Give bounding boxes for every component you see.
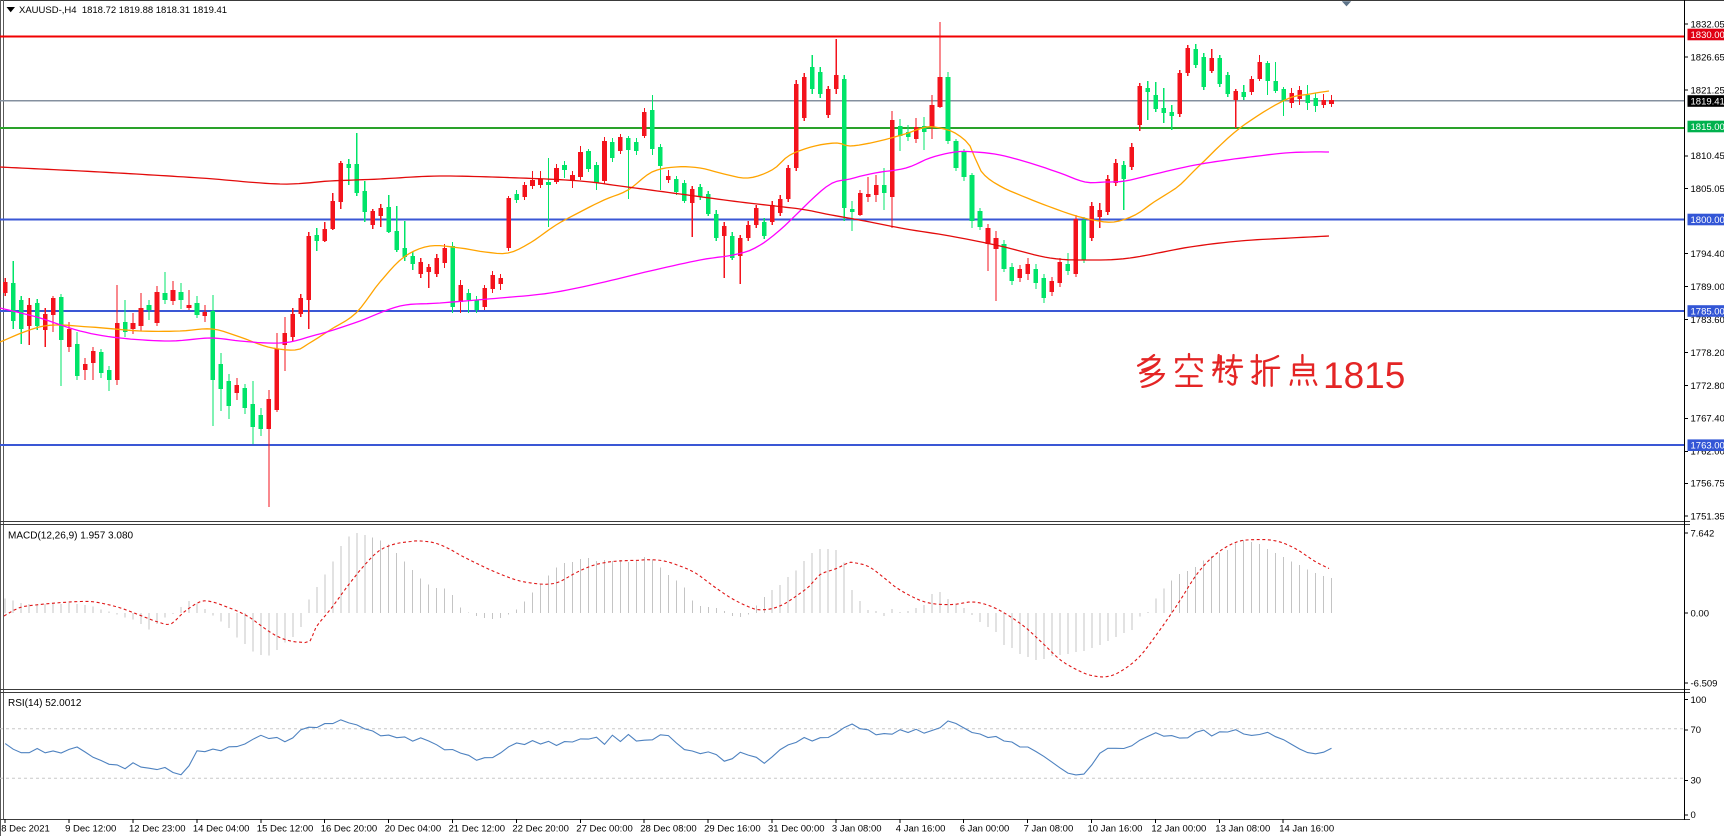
svg-text:21 Dec 12:00: 21 Dec 12:00: [449, 824, 506, 835]
svg-text:1783.60: 1783.60: [1691, 315, 1724, 326]
svg-text:1810.45: 1810.45: [1691, 151, 1724, 162]
svg-text:1772.80: 1772.80: [1691, 381, 1724, 392]
svg-text:30: 30: [1691, 776, 1702, 787]
svg-text:14 Jan 16:00: 14 Jan 16:00: [1279, 824, 1334, 835]
svg-text:1815.00: 1815.00: [1691, 122, 1724, 133]
svg-text:8 Dec 2021: 8 Dec 2021: [1, 824, 50, 835]
svg-text:13 Jan 08:00: 13 Jan 08:00: [1215, 824, 1270, 835]
svg-text:1785.00: 1785.00: [1691, 306, 1724, 317]
svg-text:15 Dec 12:00: 15 Dec 12:00: [257, 824, 314, 835]
svg-text:20 Dec 04:00: 20 Dec 04:00: [385, 824, 442, 835]
svg-text:1756.75: 1756.75: [1691, 479, 1724, 490]
svg-text:100: 100: [1691, 695, 1707, 706]
svg-text:0: 0: [1691, 810, 1696, 821]
svg-text:1821.25: 1821.25: [1691, 85, 1724, 96]
svg-text:9 Dec 12:00: 9 Dec 12:00: [65, 824, 116, 835]
svg-text:1826.65: 1826.65: [1691, 52, 1724, 63]
svg-text:12 Jan 00:00: 12 Jan 00:00: [1151, 824, 1206, 835]
svg-text:14 Dec 04:00: 14 Dec 04:00: [193, 824, 250, 835]
svg-text:1794.40: 1794.40: [1691, 249, 1724, 260]
svg-text:1815: 1815: [1323, 355, 1405, 396]
svg-text:1805.05: 1805.05: [1691, 184, 1724, 195]
svg-text:16 Dec 20:00: 16 Dec 20:00: [321, 824, 378, 835]
svg-text:7 Jan 08:00: 7 Jan 08:00: [1024, 824, 1074, 835]
svg-text:6 Jan 00:00: 6 Jan 00:00: [960, 824, 1010, 835]
svg-text:27 Dec 00:00: 27 Dec 00:00: [576, 824, 633, 835]
svg-text:7.642: 7.642: [1691, 528, 1715, 539]
svg-text:MACD(12,26,9) 1.957 3.080: MACD(12,26,9) 1.957 3.080: [8, 531, 134, 542]
svg-text:31 Dec 00:00: 31 Dec 00:00: [768, 824, 825, 835]
svg-text:0.00: 0.00: [1691, 609, 1710, 620]
svg-text:1800.00: 1800.00: [1691, 215, 1724, 226]
svg-text:10 Jan 16:00: 10 Jan 16:00: [1088, 824, 1143, 835]
svg-text:1830.00: 1830.00: [1691, 30, 1724, 41]
svg-text:3 Jan 08:00: 3 Jan 08:00: [832, 824, 882, 835]
svg-text:1819.41: 1819.41: [1691, 96, 1724, 107]
svg-text:12 Dec 23:00: 12 Dec 23:00: [129, 824, 186, 835]
svg-text:XAUUSD-,H4 1818.72 1819.88 18: XAUUSD-,H4 1818.72 1819.88 1818.31 1819.…: [19, 5, 227, 16]
svg-text:1767.40: 1767.40: [1691, 414, 1724, 425]
svg-text:4 Jan 16:00: 4 Jan 16:00: [896, 824, 946, 835]
svg-text:1762.00: 1762.00: [1691, 447, 1724, 458]
svg-text:1832.05: 1832.05: [1691, 19, 1724, 30]
svg-text:1789.00: 1789.00: [1691, 282, 1724, 293]
svg-text:22 Dec 20:00: 22 Dec 20:00: [512, 824, 569, 835]
svg-text:1751.35: 1751.35: [1691, 512, 1724, 523]
svg-text:70: 70: [1691, 725, 1702, 736]
svg-text:29 Dec 16:00: 29 Dec 16:00: [704, 824, 761, 835]
svg-text:28 Dec 08:00: 28 Dec 08:00: [640, 824, 697, 835]
svg-text:-6.509: -6.509: [1691, 678, 1718, 689]
svg-text:1763.00: 1763.00: [1691, 441, 1724, 452]
svg-text:RSI(14) 52.0012: RSI(14) 52.0012: [8, 698, 82, 709]
svg-text:1778.20: 1778.20: [1691, 348, 1724, 359]
